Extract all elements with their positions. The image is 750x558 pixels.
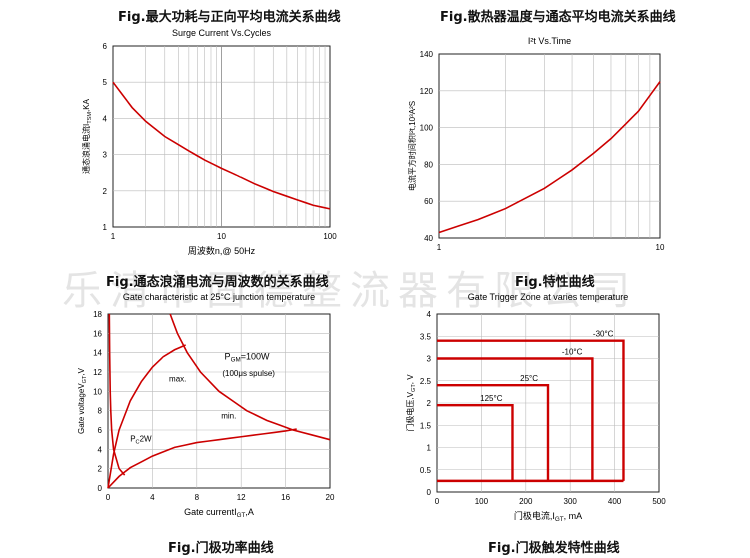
gate-power-pgm-sub: (100μs spulse) [222,369,275,378]
surge-ytick-label: 5 [103,78,108,87]
gate-trigger-zone-1-label: -10°C [562,348,583,357]
i2t-title: I²t Vs.Time [528,36,571,46]
i2t-xtick-label: 10 [656,243,665,252]
gate-power-pgm-label: PGM=100W [225,351,270,363]
gate_power-xtick-label: 0 [106,493,111,502]
i2t-ytick-label: 140 [420,50,434,59]
gate_power-xtick-label: 8 [195,493,200,502]
surge-xtick-label: 10 [217,232,226,241]
surge-ytick-label: 6 [103,42,108,51]
gate_power-plot-frame [107,313,331,489]
gate_trigger-xtick-label: 500 [652,497,666,506]
gate-trigger-zone-2-outline [437,384,550,481]
gate_power-ytick-label: 18 [93,310,102,319]
gate_trigger-ytick-label: 1 [427,444,432,453]
gate-power-max-label: max. [169,375,186,384]
gate_power-ytick-label: 0 [98,484,103,493]
gate_power-ylabel: Gate voltageVGT,V [77,367,88,434]
surge-ytick-label: 1 [103,223,108,232]
gate_power-p-c2w-line [108,313,126,476]
surge-xtick-label: 100 [323,232,337,241]
gate_power-max--line [107,344,187,489]
gate_trigger-xtick-label: 400 [608,497,622,506]
caption-i2t-top: Fig.散热器温度与通态平均电流关系曲线 [440,10,676,25]
gate_power-ytick-label: 12 [93,368,102,377]
gate_power-xtick-label: 4 [150,493,155,502]
gate-trigger-zone-3-label: 125°C [480,394,503,403]
surge-ytick-label: 4 [103,114,108,123]
caption-i2t-bottom: Fig.特性曲线 [515,275,595,290]
surge-title: Surge Current Vs.Cycles [172,28,272,38]
i2t-ytick-label: 40 [424,234,433,243]
gate_trigger-xtick-label: 100 [475,497,489,506]
caption-gate-power: Fig.门极功率曲线 [168,541,274,556]
gate-trigger-zone-0-label: -30°C [593,330,614,339]
caption-surge-top: Fig.最大功耗与正向平均电流关系曲线 [118,10,341,25]
gate-trigger-zone-0-outline [437,339,625,481]
gate_power-xlabel: Gate currentIGT,A [184,507,254,519]
surge-ylabel: 通态浪涌电流ITSM,KA [81,98,93,174]
gate_trigger-ytick-label: 3.5 [420,332,432,341]
gate_power-ytick-label: 4 [98,445,103,454]
gate_power-title: Gate characteristic at 25°C junction tem… [123,292,315,302]
caption-surge-bottom: Fig.通态浪涌电流与周波数的关系曲线 [106,275,329,290]
gate_trigger-ytick-label: 3 [427,355,432,364]
i2t-ytick-label: 100 [420,124,434,133]
gate_trigger-ytick-label: 0 [427,488,432,497]
watermark: 乐清市固德整流器有限公司 [62,268,638,314]
surge-series-line [112,81,331,210]
gate-power-min-label: min. [221,411,236,420]
gate_power-ytick-label: 2 [98,465,103,474]
gate_trigger-xtick-label: 0 [435,497,440,506]
gate_power-min--line [107,428,297,489]
caption-gate-trigger: Fig.门极触发特性曲线 [488,541,620,556]
i2t-plot-frame [438,53,661,239]
gate_power-ytick-label: 6 [98,426,103,435]
surge-ytick-label: 2 [103,187,108,196]
gate_trigger-xlabel: 门极电流,IGT, mA [514,510,582,523]
i2t-ytick-label: 120 [420,87,434,96]
gate_power-ytick-label: 8 [98,407,103,416]
gate_trigger-ytick-label: 2 [427,399,432,408]
i2t-series-line [438,81,661,234]
gate_power-ytick-label: 16 [93,329,102,338]
gate_power-xtick-label: 16 [281,493,290,502]
gate-trigger-zone-1-outline [437,357,594,481]
gate_trigger-ytick-label: 2.5 [420,377,432,386]
gate_power-ytick-label: 10 [93,387,102,396]
gate_trigger-xtick-label: 200 [519,497,533,506]
gate_power-xtick-label: 12 [237,493,246,502]
gate-power-pc-label: PC2W [130,435,152,446]
i2t-xtick-label: 1 [437,243,442,252]
i2t-ytick-label: 60 [424,197,433,206]
gate-trigger-zone-2-label: 25°C [520,374,538,383]
gate_trigger-xtick-label: 300 [564,497,578,506]
gate_trigger-ylabel: 门极电压,VGT, V [405,374,417,432]
gate_trigger-ytick-label: 0.5 [420,466,432,475]
gate-trigger-zone-3-outline [437,404,514,481]
surge-ytick-label: 3 [103,151,108,160]
gate_trigger-ytick-label: 4 [427,310,432,319]
i2t-ylabel: 电流平方时间积I²t,10³A²S [407,101,417,191]
gate_power-xtick-label: 20 [326,493,335,502]
gate_power-ytick-label: 14 [93,349,102,358]
surge-xlabel: 周波数n,@ 50Hz [188,245,256,256]
gate_trigger-ytick-label: 1.5 [420,421,432,430]
gate_trigger-title: Gate Trigger Zone at varies temperature [468,292,629,302]
surge-xtick-label: 1 [111,232,116,241]
i2t-ytick-label: 80 [424,160,433,169]
gate_power-p-gm-100w-line [169,313,331,441]
